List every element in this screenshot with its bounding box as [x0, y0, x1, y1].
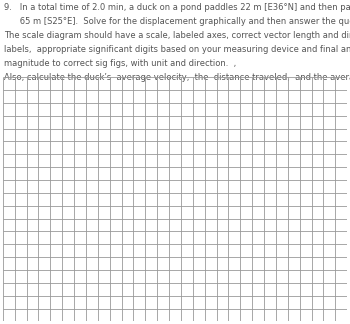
Text: 65 m [S25°E].  Solve for the displacement graphically and then answer the questi: 65 m [S25°E]. Solve for the displacement…	[4, 17, 350, 26]
Text: 9.   In a total time of 2.0 min, a duck on a pond paddles 22 m [E36°N] and then : 9. In a total time of 2.0 min, a duck on…	[4, 3, 350, 12]
Text: magnitude to correct sig figs, with unit and direction.  ,: magnitude to correct sig figs, with unit…	[4, 59, 237, 68]
Text: labels,  appropriate significant digits based on your measuring device and final: labels, appropriate significant digits b…	[4, 45, 350, 54]
Text: The scale diagram should have a scale, labeled axes, correct vector length and d: The scale diagram should have a scale, l…	[4, 31, 350, 40]
Text: Also, calculate the duck’s  average velocity,  the  distance traveled,  and the : Also, calculate the duck’s average veloc…	[4, 74, 350, 83]
